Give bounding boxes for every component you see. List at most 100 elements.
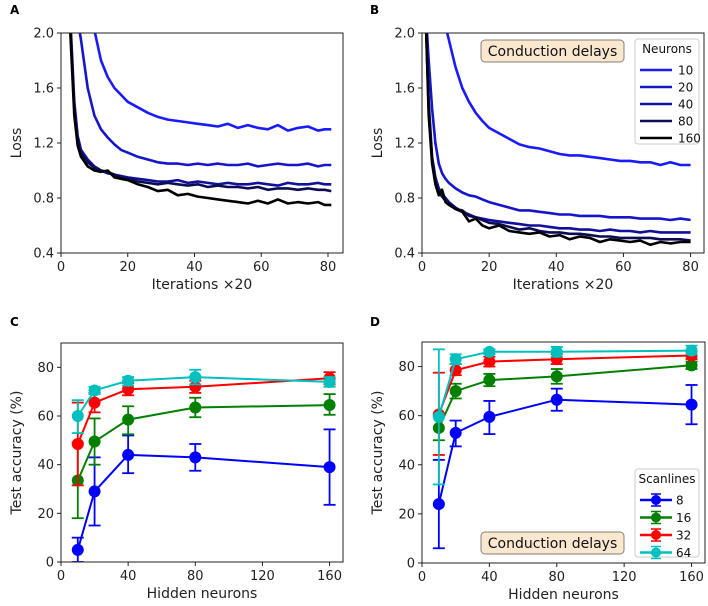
data-point xyxy=(449,353,462,366)
data-point xyxy=(71,543,84,556)
series-10 xyxy=(445,33,691,167)
plot-area xyxy=(424,33,691,247)
legend-box xyxy=(634,38,700,145)
axes-frame xyxy=(60,342,344,563)
legend: Neurons 10 20 40 80 160 xyxy=(634,38,701,146)
legend-item-8: 8 xyxy=(640,493,684,508)
panel-c: C 0 40 80 120 160 0 20 40 60 80 Hidden neurons Test … xyxy=(9,315,344,602)
legend: Scanlines 8 16 32 64 xyxy=(634,468,700,560)
x-tick-label: 60 xyxy=(253,260,270,275)
data-point xyxy=(323,375,336,388)
data-point xyxy=(432,410,445,423)
legend-label: 16 xyxy=(676,511,691,525)
data-point xyxy=(550,393,563,406)
data-point xyxy=(483,355,496,368)
legend-label: 32 xyxy=(676,529,691,543)
legend-item-10: 10 xyxy=(640,64,693,78)
y-axis-label: Loss xyxy=(370,128,386,159)
series-10 xyxy=(93,33,332,132)
legend-label: 40 xyxy=(678,98,693,112)
data-point xyxy=(685,344,698,357)
panel-label: D xyxy=(370,315,380,329)
x-tick-label: 120 xyxy=(612,570,637,585)
x-tick-label: 40 xyxy=(186,260,203,275)
series-line xyxy=(425,33,691,222)
legend-label: 80 xyxy=(678,115,693,129)
y-tick-label: 0 xyxy=(407,557,415,572)
y-tick-label: 2.0 xyxy=(33,27,54,42)
series-line xyxy=(69,33,332,187)
series-line xyxy=(69,33,332,207)
data-point xyxy=(323,399,336,412)
series-160 xyxy=(69,33,332,207)
series-32 xyxy=(71,371,336,487)
legend-marker xyxy=(651,495,661,505)
x-tick-label: 80 xyxy=(682,260,699,275)
y-tick-label: 1.6 xyxy=(394,82,415,97)
data-point xyxy=(432,498,445,511)
panel-d: D 0 40 80 120 160 0 20 40 60 80 Hidden neurons Test … xyxy=(370,315,706,603)
y-tick-label: 0 xyxy=(46,556,54,571)
legend-label: 20 xyxy=(678,81,693,95)
y-tick-label: 80 xyxy=(398,360,415,375)
data-point xyxy=(449,385,462,398)
x-tick-label: 40 xyxy=(481,570,498,585)
x-tick-label: 80 xyxy=(187,569,204,584)
y-tick-label: 0.4 xyxy=(394,247,415,262)
y-tick-label: 60 xyxy=(398,409,415,424)
series-line xyxy=(76,376,330,417)
data-point xyxy=(449,426,462,439)
x-tick-label: 60 xyxy=(615,260,632,275)
x-tick-label: 40 xyxy=(120,569,137,584)
y-tick-label: 1.2 xyxy=(33,137,54,152)
y-tick-label: 2.0 xyxy=(394,27,415,42)
series-160 xyxy=(424,33,691,247)
x-tick-label: 0 xyxy=(57,260,65,275)
x-axis-label: Iterations ×20 xyxy=(513,277,614,293)
data-point xyxy=(685,398,698,411)
panel-b: B 0 20 40 60 80 0.4 0.8 1.2 1.6 2.0 Iterations ×20 L… xyxy=(370,3,705,293)
data-point xyxy=(550,345,563,358)
x-tick-label: 0 xyxy=(418,260,426,275)
x-tick-label: 20 xyxy=(481,260,498,275)
series-line xyxy=(76,377,330,445)
series-20 xyxy=(78,33,332,168)
panel-label: C xyxy=(10,315,19,329)
x-tick-label: 0 xyxy=(57,569,65,584)
y-tick-label: 40 xyxy=(398,458,415,473)
series-line xyxy=(445,33,691,167)
y-tick-label: 20 xyxy=(398,507,415,522)
x-tick-label: 120 xyxy=(250,569,275,584)
series-16 xyxy=(71,393,336,520)
annotation-text: Conduction delays xyxy=(488,44,618,60)
legend-item-80: 80 xyxy=(640,115,693,129)
annotation-text: Conduction delays xyxy=(488,536,618,552)
x-tick-label: 20 xyxy=(119,260,136,275)
series-line xyxy=(424,33,691,247)
data-point xyxy=(122,374,135,387)
y-tick-label: 40 xyxy=(37,458,54,473)
x-tick-label: 160 xyxy=(679,570,704,585)
series-line xyxy=(69,33,332,193)
panel-label: B xyxy=(370,3,379,17)
data-point xyxy=(88,384,101,397)
y-axis-label: Test accuracy (%) xyxy=(370,391,386,516)
data-point xyxy=(483,410,496,423)
plot-area xyxy=(432,344,698,550)
x-axis-label: Hidden neurons xyxy=(147,586,258,602)
plot-area xyxy=(71,368,336,562)
data-point xyxy=(189,371,202,384)
series-32 xyxy=(432,349,698,456)
legend-marker xyxy=(651,530,661,540)
series-line xyxy=(76,453,330,551)
data-point xyxy=(483,345,496,358)
legend-label: 160 xyxy=(678,132,701,146)
data-point xyxy=(122,448,135,461)
legend-item-160: 160 xyxy=(640,132,701,146)
legend-marker xyxy=(651,547,661,558)
x-tick-label: 80 xyxy=(548,570,565,585)
legend-label: 10 xyxy=(678,64,693,78)
x-tick-label: 80 xyxy=(320,260,337,275)
data-point xyxy=(88,435,101,448)
